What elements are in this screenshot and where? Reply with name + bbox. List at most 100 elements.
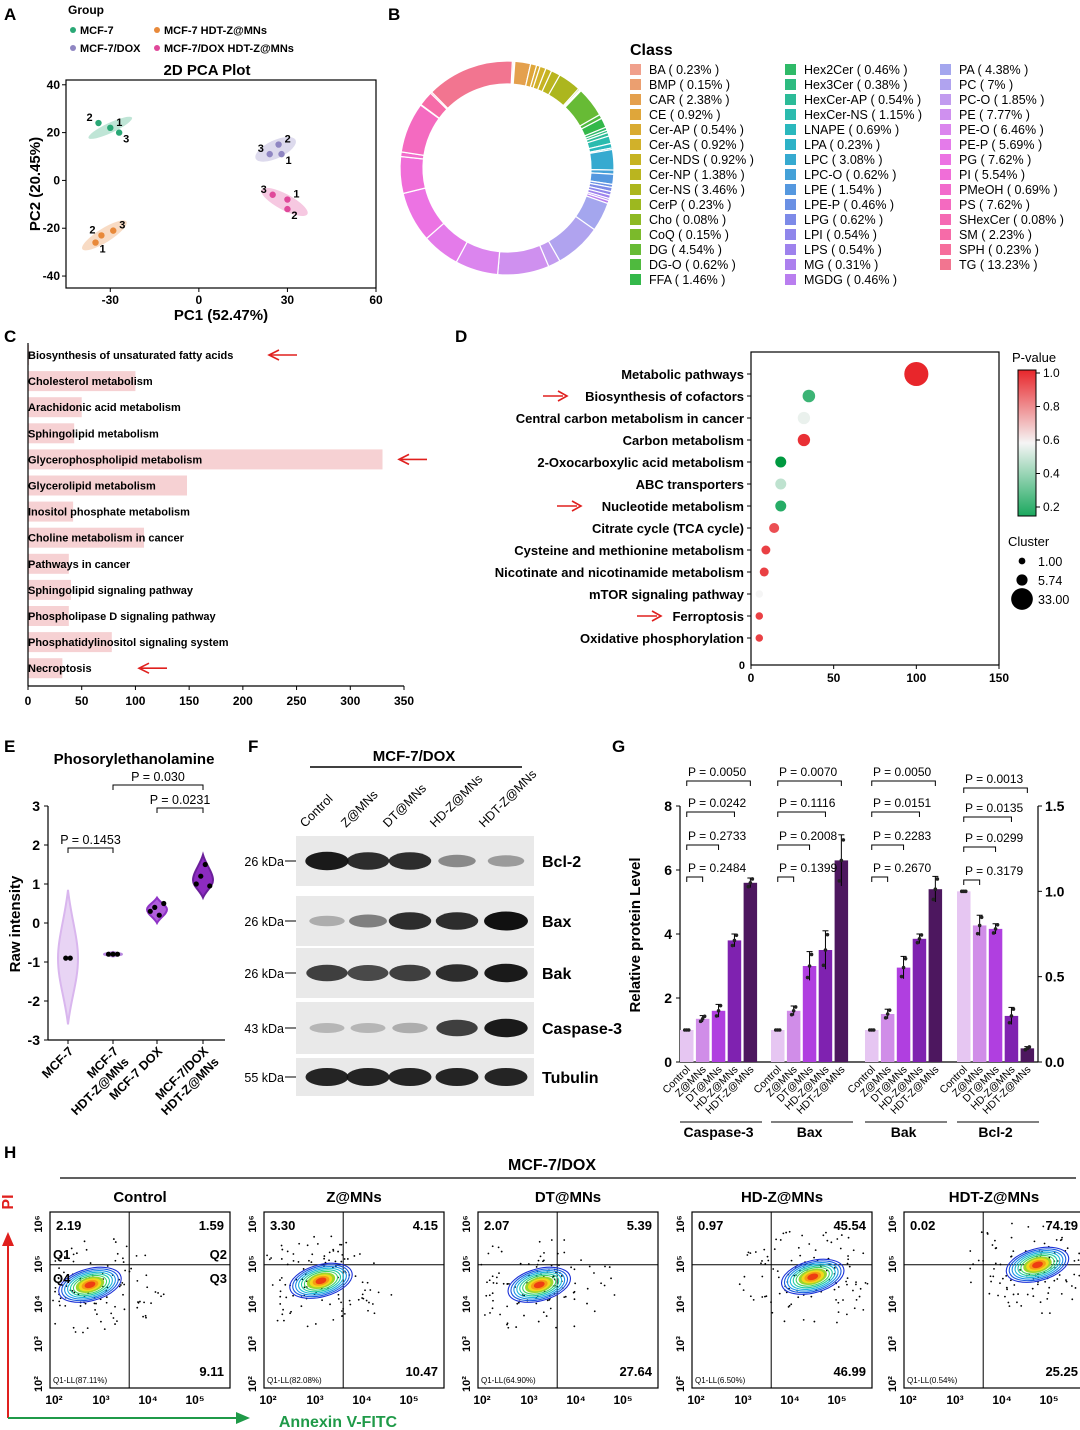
replicate-point bbox=[975, 931, 980, 936]
protein-bar bbox=[727, 940, 742, 1062]
event-dot bbox=[488, 1294, 491, 1297]
replicate-point bbox=[919, 933, 924, 937]
facs-xtick-label: 10² bbox=[259, 1393, 276, 1407]
pca-xtick-label: 60 bbox=[369, 293, 383, 307]
event-dot bbox=[63, 1256, 66, 1258]
facs-frame bbox=[903, 1211, 1080, 1389]
event-dot bbox=[970, 1281, 972, 1284]
significance-bracket bbox=[67, 847, 114, 853]
class-legend-label: PC ( 7% ) bbox=[959, 78, 1013, 92]
event-dot bbox=[110, 1312, 113, 1315]
q4-ll-readout: Q1-LL(87.11%) bbox=[53, 1376, 107, 1385]
event-dot bbox=[63, 1271, 65, 1274]
q4-ll-readout: Q1-LL(64.90%) bbox=[481, 1376, 536, 1385]
facs-xtick-label: 10⁴ bbox=[566, 1393, 585, 1407]
donut-slice bbox=[496, 244, 550, 276]
event-dot bbox=[118, 1285, 121, 1288]
colorbar-tick-label: 1.0 bbox=[1043, 366, 1060, 380]
facs-xtick-label: 10³ bbox=[92, 1393, 109, 1407]
density-contour bbox=[1017, 1253, 1058, 1277]
event-dot bbox=[1016, 1301, 1018, 1304]
p-value-label: P = 0.0299 bbox=[965, 831, 1023, 845]
event-dot bbox=[580, 1259, 582, 1262]
event-dot bbox=[1011, 1222, 1013, 1225]
event-dot bbox=[59, 1255, 61, 1257]
red-arrow-icon bbox=[571, 500, 583, 512]
pathway-label: Citrate cycle (TCA cycle) bbox=[592, 521, 744, 536]
class-legend-label: Cer-NP ( 1.38% ) bbox=[649, 168, 745, 182]
q3-percentage: 27.64 bbox=[619, 1364, 652, 1379]
blot-band bbox=[484, 1018, 528, 1038]
pathway-label: Biosynthesis of unsaturated fatty acids bbox=[28, 350, 233, 362]
protein-bar bbox=[743, 882, 758, 1062]
event-dot bbox=[775, 1238, 778, 1241]
pi-label: PI bbox=[0, 1194, 17, 1209]
donut-slice bbox=[589, 148, 615, 171]
event-dot bbox=[814, 1249, 817, 1252]
facs-xtick-label: 10⁵ bbox=[1040, 1393, 1059, 1407]
bubble-point bbox=[755, 590, 764, 598]
pca-point-label: 1 bbox=[286, 155, 292, 167]
event-dot bbox=[128, 1270, 131, 1273]
replicate-point bbox=[917, 937, 922, 941]
pathway-label: Nucleotide metabolism bbox=[602, 499, 744, 514]
event-dot bbox=[85, 1248, 88, 1251]
c-xtick-label: 50 bbox=[75, 694, 89, 708]
p-value-label: P = 0.3179 bbox=[965, 864, 1023, 878]
replicate-point bbox=[791, 1009, 796, 1013]
event-dot bbox=[94, 1309, 96, 1311]
event-dot bbox=[57, 1277, 60, 1280]
event-dot bbox=[548, 1299, 551, 1301]
event-dot bbox=[977, 1259, 980, 1262]
pvalue-colorbar bbox=[1017, 369, 1037, 517]
class-legend-label: Cer-AP ( 0.54% ) bbox=[649, 123, 744, 137]
violin-data-point bbox=[67, 955, 73, 961]
event-dot bbox=[500, 1250, 503, 1253]
blot-band bbox=[305, 1068, 349, 1086]
blot-band bbox=[435, 912, 479, 930]
protein-bar bbox=[818, 950, 833, 1062]
event-dot bbox=[847, 1258, 850, 1261]
replicate-point bbox=[700, 1017, 705, 1021]
event-dot bbox=[527, 1263, 530, 1265]
event-dot bbox=[489, 1312, 491, 1314]
pathway-label: Inositol phosphate metabolism bbox=[28, 507, 190, 519]
class-legend-label: PMeOH ( 0.69% ) bbox=[959, 183, 1058, 197]
event-dot bbox=[491, 1307, 494, 1310]
q1-percentage: 3.30 bbox=[270, 1218, 295, 1233]
replicate-point bbox=[1007, 1020, 1012, 1025]
event-dot bbox=[1044, 1280, 1047, 1283]
facs-ytick-label: 10³ bbox=[33, 1336, 45, 1352]
significance-bracket bbox=[686, 844, 720, 850]
bubble-point bbox=[775, 500, 787, 512]
class-legend-swatch bbox=[785, 79, 796, 90]
event-dot bbox=[373, 1312, 376, 1315]
event-dot bbox=[70, 1247, 73, 1250]
event-dot bbox=[96, 1313, 98, 1316]
event-dot bbox=[1046, 1297, 1049, 1300]
pca-ytick-label: 40 bbox=[47, 78, 61, 92]
q2-percentage: 45.54 bbox=[833, 1218, 866, 1233]
event-dot bbox=[72, 1326, 75, 1329]
replicate-point bbox=[841, 838, 846, 842]
facs-ytick-label: 10⁶ bbox=[33, 1215, 45, 1232]
event-dot bbox=[316, 1243, 319, 1245]
pathway-label: Phosphatidylinositol signaling system bbox=[28, 637, 229, 649]
replicate-point bbox=[714, 1014, 719, 1018]
replicate-point bbox=[979, 915, 984, 920]
event-dot bbox=[136, 1279, 139, 1282]
replicate-point bbox=[807, 964, 812, 968]
pca-xlabel: PC1 (52.47%) bbox=[174, 307, 268, 324]
significance-bracket bbox=[777, 780, 842, 786]
event-dot bbox=[1005, 1274, 1008, 1277]
replicate-point bbox=[718, 1003, 723, 1008]
density-contour bbox=[807, 1273, 819, 1281]
event-dot bbox=[282, 1308, 284, 1311]
protein-label: Bak bbox=[542, 966, 571, 983]
class-legend-label: Cer-NDS ( 0.92% ) bbox=[649, 153, 754, 167]
protein-level-bar-chart: 024680.00.51.01.5ControlZ@MNsDT@MNsHD-Z@… bbox=[627, 765, 1065, 1140]
event-dot bbox=[53, 1278, 56, 1281]
event-dot bbox=[1059, 1239, 1062, 1242]
event-dot bbox=[1032, 1295, 1035, 1298]
facs-xtick-label: 10³ bbox=[946, 1393, 963, 1407]
